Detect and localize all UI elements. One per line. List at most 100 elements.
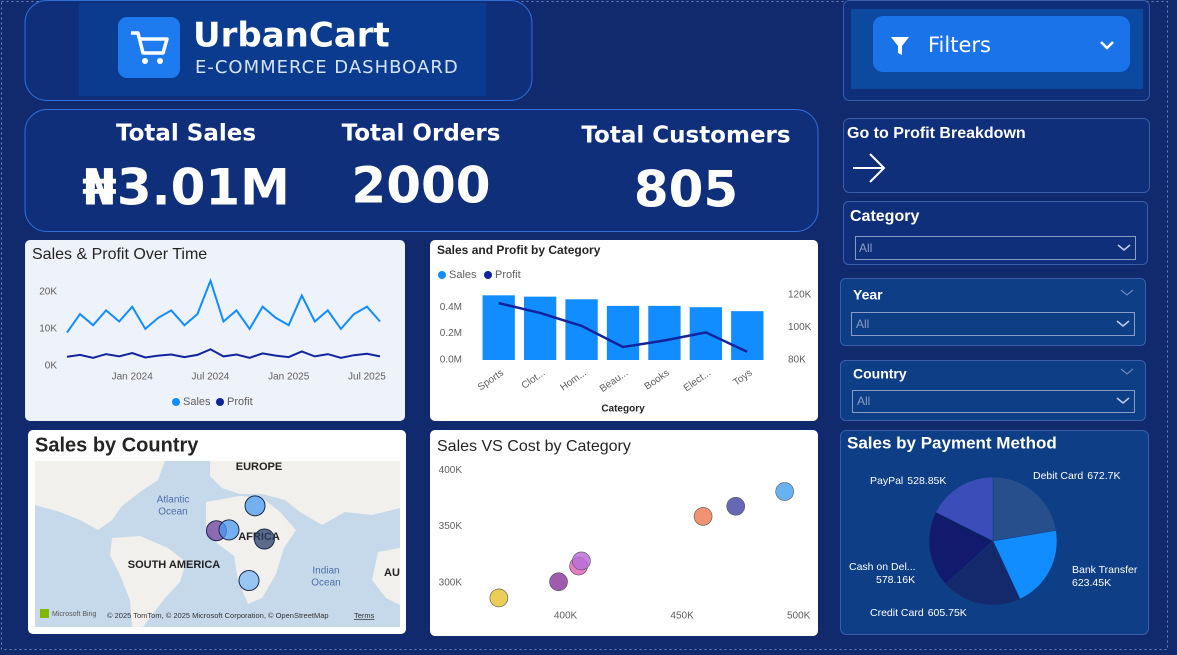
series-line: [66, 277, 381, 334]
x-tick-label: 450K: [670, 611, 694, 622]
pie-label: Cash on Del...: [849, 561, 916, 573]
slicer-dropdown[interactable]: All: [851, 312, 1135, 336]
map-bubble: [238, 570, 260, 592]
scatter-point: [693, 507, 713, 526]
chart-title: Sales and Profit by Category: [437, 243, 601, 257]
pie-label-group: Debit Card 672.7K: [1033, 470, 1120, 482]
dropdown-value[interactable]: All: [859, 241, 872, 255]
map-label: Indian: [312, 566, 339, 577]
dropdown-box[interactable]: [851, 312, 1135, 336]
nav-button[interactable]: Go to Profit Breakdown: [843, 118, 1150, 193]
pie-slice: [945, 540, 1021, 606]
map-label: SOUTH AMERICA: [128, 559, 221, 571]
kpi-value: 805: [634, 161, 738, 219]
chevron: [1120, 289, 1134, 296]
slicer-dropdown[interactable]: All: [852, 390, 1135, 413]
pie-slice: [992, 476, 1057, 542]
land: [35, 461, 165, 530]
bar: [606, 305, 640, 360]
legend-label: Profit: [227, 396, 253, 408]
dropdown-box[interactable]: [852, 390, 1135, 413]
x-tick-label: Jan 2025: [268, 372, 310, 383]
bar: [648, 305, 681, 360]
map-label: Ocean: [311, 578, 340, 589]
cart-icon: [118, 17, 180, 78]
y-tick-label: 0.0M: [440, 355, 462, 366]
legend-label: Profit: [495, 269, 521, 281]
cart-icon-wheel: [157, 58, 163, 64]
pie-label: Debit Card: [1033, 470, 1083, 482]
x-tick-label: 400K: [554, 611, 578, 622]
x-axis-label: Category: [601, 404, 645, 415]
pie-value-label: 623.45K: [1072, 577, 1111, 589]
map: [35, 461, 400, 627]
map-label: EUROPE: [236, 461, 282, 473]
map-attribution: © 2025 TomTom, © 2025 Microsoft Corporat…: [107, 611, 329, 620]
scatter-point: [572, 551, 591, 571]
bar: [565, 299, 598, 360]
cart-icon-body: [131, 31, 169, 55]
y-tick-label: 0K: [45, 361, 58, 372]
bing-logo: [40, 609, 49, 618]
land: [210, 461, 400, 525]
map-bubble: [244, 495, 266, 517]
app-subtitle: E-COMMERCE DASHBOARD: [195, 57, 459, 78]
slicer-dropdown[interactable]: All: [855, 236, 1136, 260]
y-tick-label: 350K: [439, 521, 463, 532]
kpi-label: Total Orders: [342, 121, 501, 147]
kpi-label: Total Customers: [581, 123, 790, 149]
nav-arrow: [853, 153, 886, 183]
x-tick-label: Jul 2025: [348, 372, 386, 383]
bar: [523, 296, 557, 360]
scatter-point: [489, 588, 509, 608]
nav-box[interactable]: [843, 118, 1150, 193]
pie-label: Credit Card: [870, 607, 924, 619]
pie-slice: [992, 530, 1058, 600]
y-tick-label: 300K: [439, 578, 463, 589]
legend-label: Sales: [183, 396, 211, 408]
filters-button-bg[interactable]: [873, 16, 1130, 72]
dropdown-value[interactable]: All: [857, 394, 870, 408]
y-tick-label: 10K: [39, 324, 57, 335]
pie-label-group: Credit Card 605.75K: [870, 607, 967, 619]
kpi-value: ₦3.01M: [82, 159, 290, 217]
legend-label: Sales: [449, 269, 477, 281]
x-tick-label: Jul 2024: [192, 372, 230, 383]
map-provider: Microsoft Bing: [52, 611, 96, 618]
scatter-point: [775, 482, 794, 501]
map-label: Ocean: [158, 507, 187, 518]
pie-value-label: 528.85K: [907, 475, 946, 487]
map-bubble: [218, 519, 240, 541]
scatter-point: [726, 496, 746, 516]
pie-label: PayPal: [870, 475, 903, 487]
pie-value-label: 605.75K: [928, 607, 967, 619]
pie-slice: [928, 511, 994, 585]
chart-title: Sales VS Cost by Category: [437, 438, 631, 455]
slicer-label: Category: [850, 208, 919, 225]
panel: [430, 430, 818, 636]
panel: [25, 240, 405, 421]
slicer-box: [843, 201, 1148, 265]
chevron: [1116, 320, 1130, 327]
cart-icon-wheel: [142, 58, 148, 64]
dropdown-box[interactable]: [855, 236, 1136, 260]
filters-label[interactable]: Filters: [928, 33, 991, 57]
pie-label-group: PayPal 528.85K: [870, 475, 946, 487]
filters-button[interactable]: Filters: [873, 16, 1130, 72]
pie-value-label: 672.7K: [1087, 470, 1120, 482]
legend-marker: [172, 398, 180, 406]
chevron: [1120, 368, 1134, 375]
y2-tick-label: 100K: [788, 322, 812, 333]
map-terms: Terms: [354, 611, 375, 620]
kpi-label: Total Sales: [116, 121, 256, 147]
map-bubble: [253, 528, 275, 550]
scatter-point: [549, 572, 568, 592]
dropdown-value[interactable]: All: [856, 317, 869, 331]
bar: [731, 311, 764, 360]
nav-label[interactable]: Go to Profit Breakdown: [847, 125, 1026, 142]
pie-value-label: 578.16K: [876, 574, 915, 586]
chevron: [1117, 244, 1131, 251]
